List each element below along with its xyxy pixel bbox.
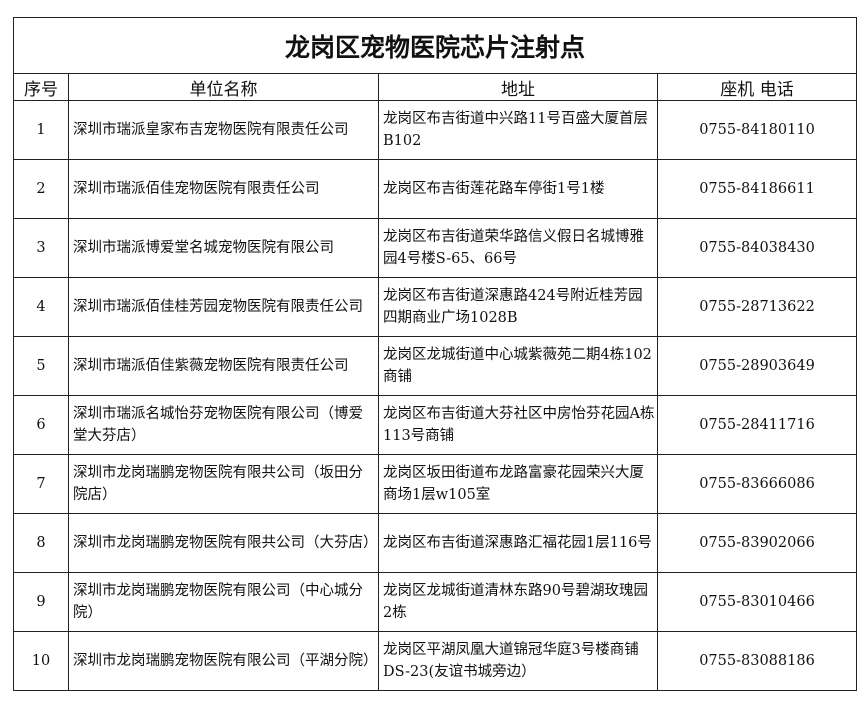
clinic-address: 龙岗区坂田街道布龙路富豪花园荣兴大厦商场1层w105室: [378, 454, 658, 514]
clinic-name: 深圳市龙岗瑞鹏宠物医院有限共公司（大芬店）: [68, 513, 379, 573]
clinic-address: 龙岗区布吉街道深惠路汇福花园1层116号: [378, 513, 658, 573]
table-row: 10 深圳市龙岗瑞鹏宠物医院有限公司（平湖分院） 龙岗区平湖凤凰大道锦冠华庭3号楼商…: [13, 631, 858, 691]
clinic-phone: 0755-83088186: [656, 631, 858, 691]
header-name: 单位名称: [68, 73, 379, 101]
row-number: 3: [13, 218, 69, 278]
row-number: 8: [13, 513, 69, 573]
clinic-phone: 0755-84180110: [656, 100, 858, 160]
clinic-phone: 0755-28713622: [656, 277, 858, 337]
clinic-name: 深圳市龙岗瑞鹏宠物医院有限公司（平湖分院）: [68, 631, 379, 691]
clinic-name: 深圳市龙岗瑞鹏宠物医院有限共公司（坂田分院店）: [68, 454, 379, 514]
clinic-name: 深圳市瑞派佰佳宠物医院有限责任公司: [68, 159, 379, 219]
clinic-address: 龙岗区平湖凤凰大道锦冠华庭3号楼商铺DS-23(友谊书城旁边）: [378, 631, 658, 691]
header-no: 序号: [13, 73, 69, 101]
row-number: 1: [13, 100, 69, 160]
row-number: 5: [13, 336, 69, 396]
clinic-name: 深圳市瑞派名城怡芬宠物医院有限公司（博爱堂大芬店）: [68, 395, 379, 455]
clinic-address: 龙岗区龙城街道清林东路90号碧湖玫瑰园2栋: [378, 572, 658, 632]
clinic-address: 龙岗区布吉街道荣华路信义假日名城博雅园4号楼S-65、66号: [378, 218, 658, 278]
header-address: 地址: [378, 73, 658, 101]
table-row: 9 深圳市龙岗瑞鹏宠物医院有限公司（中心城分院） 龙岗区龙城街道清林东路90号碧湖玫…: [13, 572, 858, 632]
table-header: 序号 单位名称 地址 座机 电话: [13, 73, 858, 101]
row-number: 6: [13, 395, 69, 455]
row-number: 7: [13, 454, 69, 514]
table-row: 5 深圳市瑞派佰佳紫薇宠物医院有限责任公司 龙岗区龙城街道中心城紫薇苑二期4栋102…: [13, 336, 858, 396]
clinic-phone: 0755-84038430: [656, 218, 858, 278]
clinic-address: 龙岗区布吉街道大芬社区中房怡芬花园A栋113号商铺: [378, 395, 658, 455]
clinic-phone: 0755-83902066: [656, 513, 858, 573]
clinic-name: 深圳市瑞派佰佳桂芳园宠物医院有限责任公司: [68, 277, 379, 337]
clinic-table: 龙岗区宠物医院芯片注射点 序号 单位名称 地址 座机 电话 1 深圳市瑞派皇家布吉…: [12, 17, 858, 691]
clinic-name: 深圳市瑞派佰佳紫薇宠物医院有限责任公司: [68, 336, 379, 396]
table-row: 7 深圳市龙岗瑞鹏宠物医院有限共公司（坂田分院店） 龙岗区坂田街道布龙路富豪花园荣兴…: [13, 454, 858, 514]
table-row: 4 深圳市瑞派佰佳桂芳园宠物医院有限责任公司 龙岗区布吉街道深惠路424号附近桂芳园…: [13, 277, 858, 337]
table-row: 2 深圳市瑞派佰佳宠物医院有限责任公司 龙岗区布吉街莲花路车停街1号1楼 0755-8…: [13, 159, 858, 219]
table-row: 8 深圳市龙岗瑞鹏宠物医院有限共公司（大芬店） 龙岗区布吉街道深惠路汇福花园1层11…: [13, 513, 858, 573]
clinic-name: 深圳市瑞派皇家布吉宠物医院有限责任公司: [68, 100, 379, 160]
clinic-address: 龙岗区布吉街道中兴路11号百盛大厦首层B102: [378, 100, 658, 160]
clinic-address: 龙岗区龙城街道中心城紫薇苑二期4栋102商铺: [378, 336, 658, 396]
row-number: 9: [13, 572, 69, 632]
row-number: 4: [13, 277, 69, 337]
page-title: 龙岗区宠物医院芯片注射点: [12, 17, 858, 74]
clinic-phone: 0755-83666086: [656, 454, 858, 514]
row-number: 10: [13, 631, 69, 691]
clinic-phone: 0755-83010466: [656, 572, 858, 632]
table-row: 1 深圳市瑞派皇家布吉宠物医院有限责任公司 龙岗区布吉街道中兴路11号百盛大厦首层B…: [13, 100, 858, 160]
clinic-phone: 0755-28903649: [656, 336, 858, 396]
table-row: 3 深圳市瑞派博爱堂名城宠物医院有限公司 龙岗区布吉街道荣华路信义假日名城博雅园4号…: [13, 218, 858, 278]
table-row: 6 深圳市瑞派名城怡芬宠物医院有限公司（博爱堂大芬店） 龙岗区布吉街道大芬社区中房怡…: [13, 395, 858, 455]
clinic-name: 深圳市瑞派博爱堂名城宠物医院有限公司: [68, 218, 379, 278]
row-number: 2: [13, 159, 69, 219]
header-phone: 座机 电话: [656, 73, 858, 101]
clinic-phone: 0755-84186611: [656, 159, 858, 219]
clinic-name: 深圳市龙岗瑞鹏宠物医院有限公司（中心城分院）: [68, 572, 379, 632]
clinic-phone: 0755-28411716: [656, 395, 858, 455]
clinic-address: 龙岗区布吉街道深惠路424号附近桂芳园四期商业广场1028B: [378, 277, 658, 337]
clinic-address: 龙岗区布吉街莲花路车停街1号1楼: [378, 159, 658, 219]
